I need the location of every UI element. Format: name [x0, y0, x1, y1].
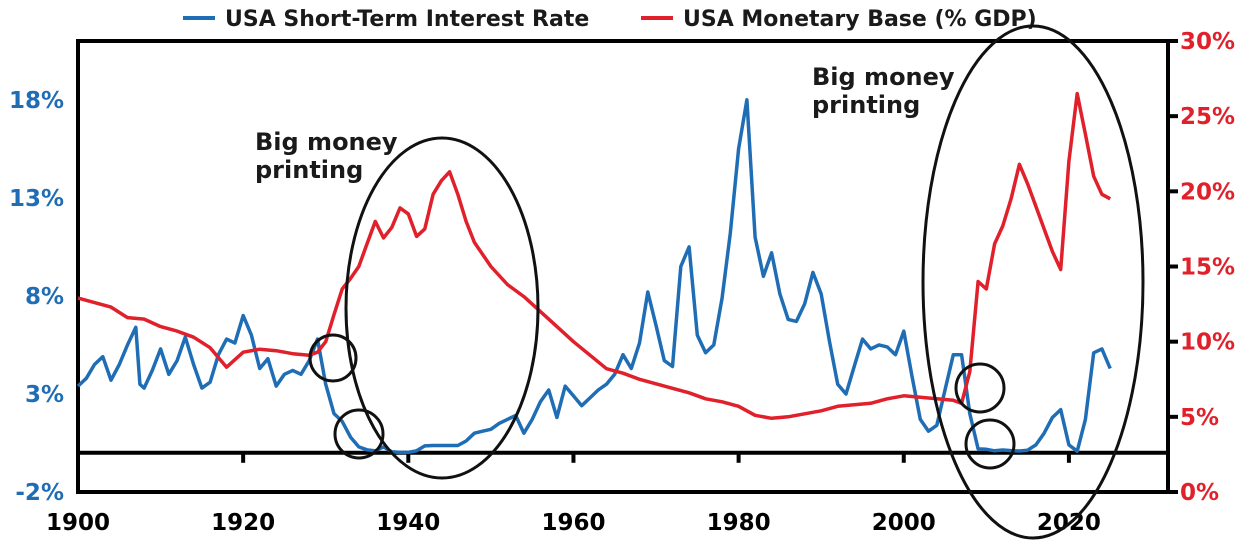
ellipse-2010s — [921, 24, 1145, 540]
monetary-base-line — [77, 91, 1112, 421]
y-right-tick-label: 20% — [1180, 179, 1235, 205]
series-group — [76, 91, 1112, 455]
y-right-tick-label: 15% — [1180, 255, 1235, 281]
highlight-circle — [333, 408, 385, 460]
ellipse-1940s — [344, 136, 540, 480]
annotation-text: Big money — [255, 128, 398, 156]
highlight-circle — [954, 362, 1006, 414]
highlight-circle — [964, 418, 1016, 470]
y-left-tick-label: 3% — [25, 382, 64, 408]
y-right-tick-label: 5% — [1180, 405, 1219, 431]
y-axis-left: -2% 3% 8% 13% 18% — [9, 88, 64, 506]
annotation-text: printing — [812, 91, 920, 119]
x-tick-label: 1940 — [376, 510, 440, 536]
interest-rate-line — [76, 98, 1112, 455]
x-tick-label: 1980 — [707, 510, 771, 536]
y-axis-right: 0% 5% 10% 15% 20% 25% 30% — [1168, 29, 1235, 506]
x-tick-label: 1900 — [46, 510, 110, 536]
y-right-tick-label: 10% — [1180, 330, 1235, 356]
y-right-tick-label: 30% — [1180, 29, 1235, 55]
y-left-tick-label: -2% — [15, 480, 64, 506]
x-tick-label: 1960 — [541, 510, 605, 536]
x-tick-label: 1920 — [211, 510, 275, 536]
legend: USA Short-Term Interest Rate USA Monetary… — [183, 7, 1037, 32]
y-left-tick-label: 18% — [9, 88, 64, 114]
y-right-tick-label: 0% — [1180, 480, 1219, 506]
y-right-tick-label: 25% — [1180, 104, 1235, 130]
y-left-tick-label: 8% — [25, 284, 64, 310]
annotation-text: printing — [255, 156, 363, 184]
y-left-tick-label: 13% — [9, 186, 64, 212]
x-tick-label: 2000 — [872, 510, 936, 536]
x-axis: 1900 1920 1940 1960 1980 2000 2020 — [46, 452, 1101, 536]
legend-label-monetary-base: USA Monetary Base (% GDP) — [683, 7, 1037, 32]
highlight-circle — [308, 333, 358, 383]
legend-label-interest-rate: USA Short-Term Interest Rate — [225, 7, 589, 32]
annotation-text: Big money — [812, 63, 955, 91]
